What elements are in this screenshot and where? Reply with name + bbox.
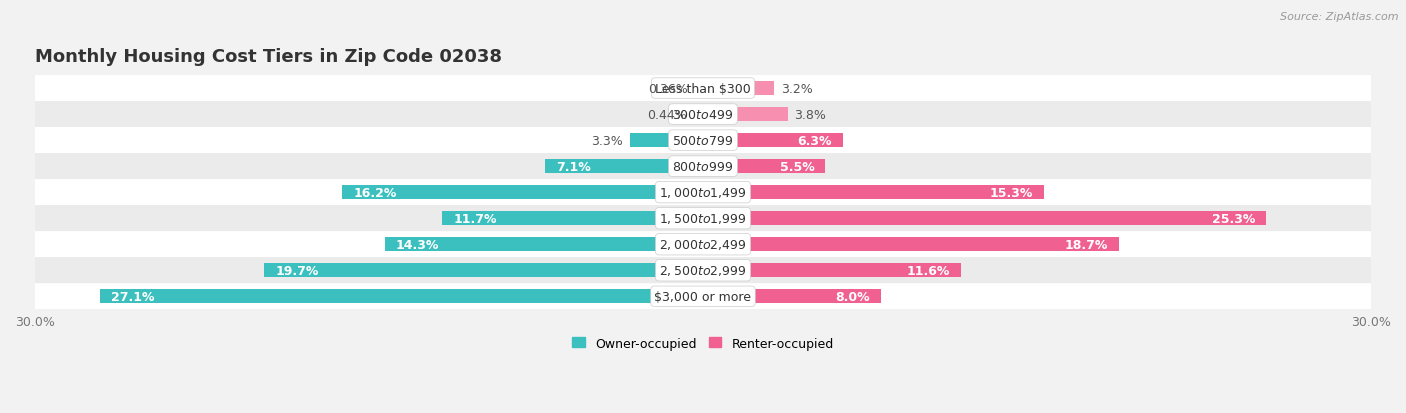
Text: 16.2%: 16.2% (353, 186, 396, 199)
FancyBboxPatch shape (35, 128, 1371, 154)
Text: 3.2%: 3.2% (780, 82, 813, 95)
FancyBboxPatch shape (35, 258, 1371, 284)
FancyBboxPatch shape (35, 206, 1371, 232)
Text: $2,000 to $2,499: $2,000 to $2,499 (659, 237, 747, 252)
Text: $500 to $799: $500 to $799 (672, 134, 734, 147)
Bar (703, 133, 844, 148)
Text: 3.8%: 3.8% (794, 108, 827, 121)
Bar (703, 237, 1119, 252)
Bar (703, 108, 787, 122)
Text: Less than $300: Less than $300 (655, 82, 751, 95)
Text: 11.7%: 11.7% (454, 212, 498, 225)
Text: 15.3%: 15.3% (990, 186, 1032, 199)
Bar (703, 185, 1043, 200)
FancyBboxPatch shape (35, 180, 1371, 206)
Text: 5.5%: 5.5% (779, 160, 814, 173)
Text: 0.44%: 0.44% (647, 108, 686, 121)
FancyBboxPatch shape (35, 232, 1371, 258)
Text: $1,000 to $1,499: $1,000 to $1,499 (659, 186, 747, 199)
Bar (703, 82, 775, 96)
Text: 11.6%: 11.6% (907, 264, 950, 277)
Text: 18.7%: 18.7% (1064, 238, 1108, 251)
Text: Monthly Housing Cost Tiers in Zip Code 02038: Monthly Housing Cost Tiers in Zip Code 0… (35, 48, 502, 66)
FancyBboxPatch shape (35, 284, 1371, 309)
Text: $1,500 to $1,999: $1,500 to $1,999 (659, 211, 747, 225)
Text: 14.3%: 14.3% (395, 238, 439, 251)
Bar (695, 82, 703, 96)
Text: Source: ZipAtlas.com: Source: ZipAtlas.com (1281, 12, 1399, 22)
FancyBboxPatch shape (35, 76, 1371, 102)
Bar (703, 290, 882, 304)
Bar (693, 108, 703, 122)
Legend: Owner-occupied, Renter-occupied: Owner-occupied, Renter-occupied (568, 332, 838, 355)
FancyBboxPatch shape (35, 154, 1371, 180)
Text: $3,000 or more: $3,000 or more (655, 290, 751, 303)
Bar (342, 185, 703, 200)
Bar (546, 159, 703, 174)
Text: 8.0%: 8.0% (835, 290, 870, 303)
Text: $800 to $999: $800 to $999 (672, 160, 734, 173)
Text: 7.1%: 7.1% (555, 160, 591, 173)
Text: 0.36%: 0.36% (648, 82, 689, 95)
Bar (264, 263, 703, 278)
Bar (443, 211, 703, 226)
Bar (703, 263, 962, 278)
FancyBboxPatch shape (35, 102, 1371, 128)
Bar (703, 211, 1267, 226)
Text: 6.3%: 6.3% (797, 134, 832, 147)
Text: 19.7%: 19.7% (276, 264, 319, 277)
Text: 3.3%: 3.3% (591, 134, 623, 147)
Text: $300 to $499: $300 to $499 (672, 108, 734, 121)
Bar (100, 290, 703, 304)
Bar (630, 133, 703, 148)
Bar (703, 159, 825, 174)
Bar (385, 237, 703, 252)
Text: 27.1%: 27.1% (111, 290, 155, 303)
Text: 25.3%: 25.3% (1212, 212, 1256, 225)
Text: $2,500 to $2,999: $2,500 to $2,999 (659, 263, 747, 278)
